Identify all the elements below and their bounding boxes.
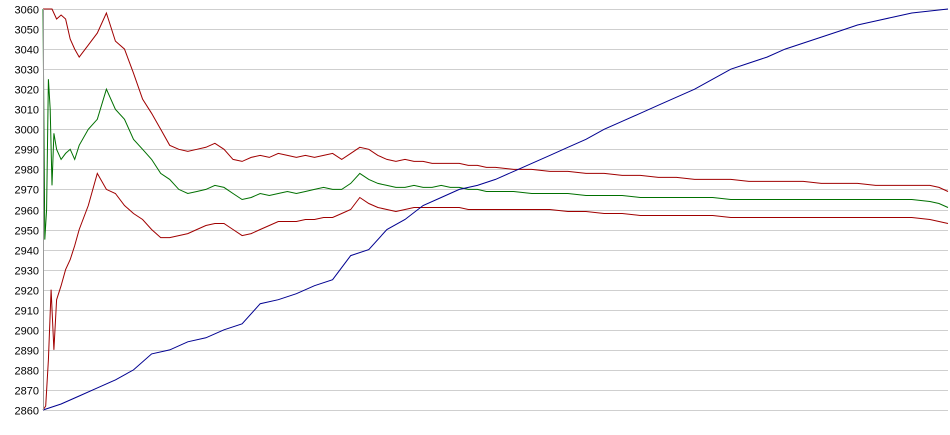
- y-tick-label: 2940: [15, 246, 39, 258]
- y-tick-label: 2910: [15, 306, 39, 318]
- y-tick-label: 2860: [15, 406, 39, 418]
- y-tick-label: 3000: [15, 125, 39, 137]
- y-tick-label: 2920: [15, 286, 39, 298]
- y-tick-label: 2980: [15, 165, 39, 177]
- y-tick-label: 2990: [15, 145, 39, 157]
- series-line-rising: [42, 8, 949, 411]
- series-line-middle: [42, 8, 949, 240]
- y-tick-label: 2960: [15, 206, 39, 218]
- y-tick-label: 2930: [15, 266, 39, 278]
- series-line-upper: [43, 8, 949, 192]
- y-tick-label: 3010: [15, 105, 39, 117]
- y-tick-label: 3060: [15, 5, 39, 17]
- y-tick-label: 3050: [15, 25, 39, 37]
- y-tick-label: 2950: [15, 226, 39, 238]
- y-tick-label: 2890: [15, 346, 39, 358]
- y-tick-labels: 2860 2870 2880 2890 2900 2910 2920 2930 2940 2950…: [15, 5, 39, 418]
- series-line-lower: [42, 172, 949, 411]
- grid-lines: [43, 9, 948, 411]
- y-tick-label: 2870: [15, 386, 39, 398]
- y-tick-label: 2970: [15, 185, 39, 197]
- y-tick-label: 2880: [15, 366, 39, 378]
- y-tick-label: 3020: [15, 85, 39, 97]
- series-lines: [42, 8, 949, 411]
- y-tick-label: 3040: [15, 45, 39, 57]
- y-tick-label: 3030: [15, 65, 39, 77]
- y-tick-label: 2900: [15, 326, 39, 338]
